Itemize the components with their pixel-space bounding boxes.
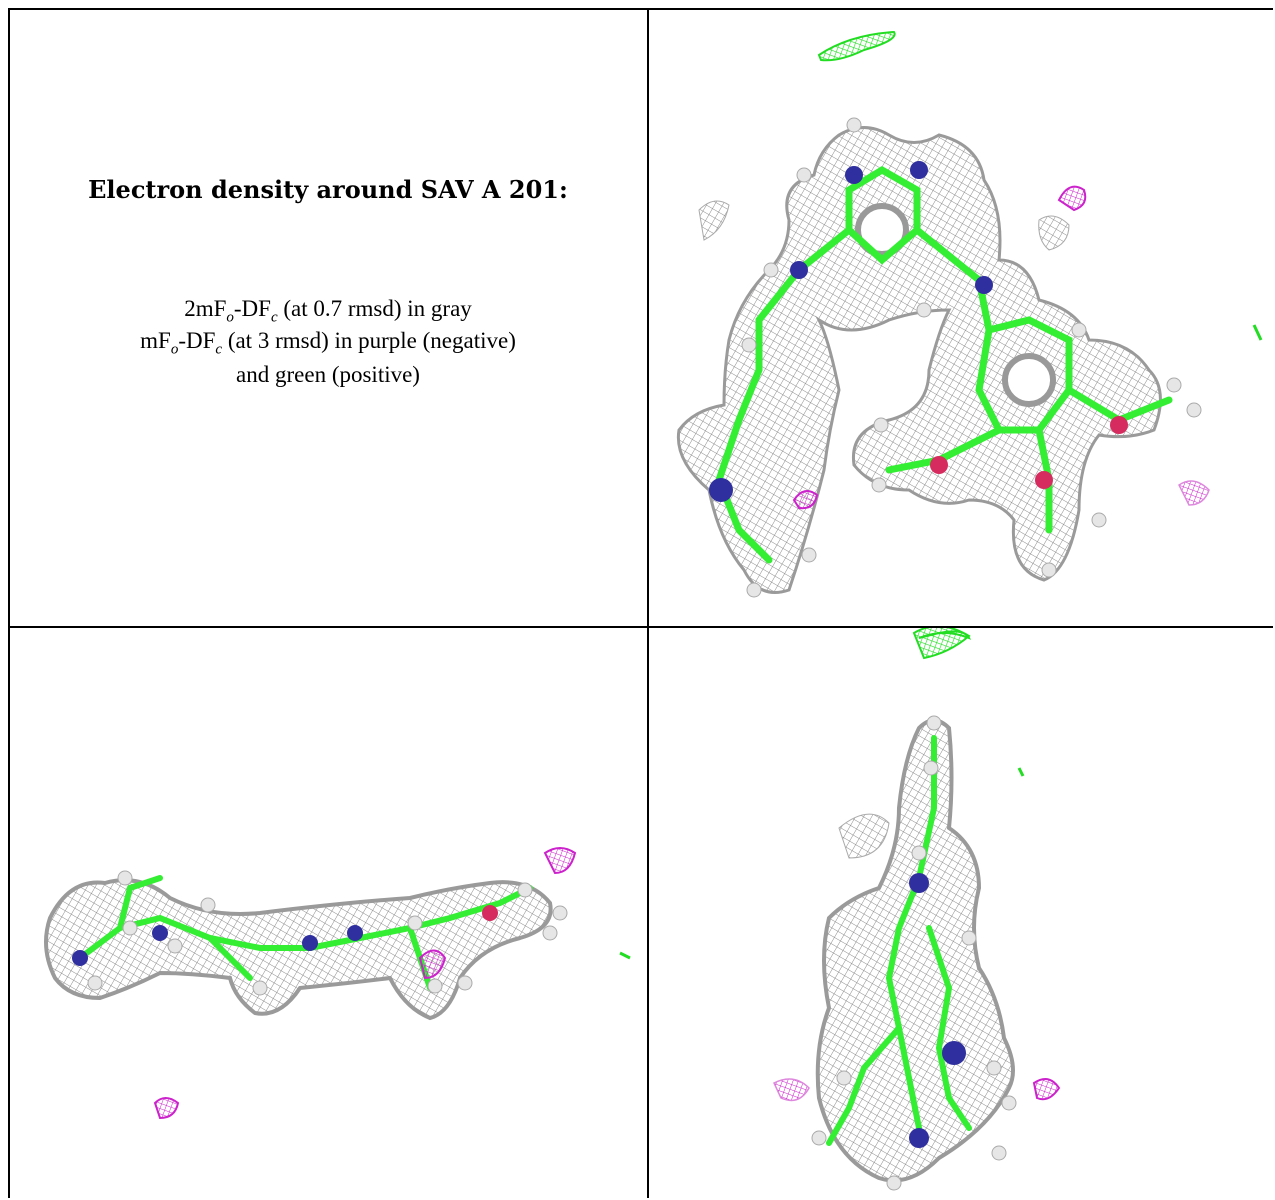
caption-title: Electron density around SAV A 201: — [88, 175, 568, 204]
table-horizontal-divider — [8, 626, 1273, 628]
density-image-side-horizontal — [44, 847, 631, 1120]
density-view-top — [649, 10, 1273, 625]
density-view-side-horizontal — [10, 628, 646, 1198]
caption-cell: Electron density around SAV A 201: 2mFo-… — [10, 10, 646, 625]
density-image-side-vertical — [773, 628, 1061, 1191]
table-top-border — [8, 8, 1273, 10]
caption-line-green: and green (positive) — [236, 362, 420, 387]
caption-line-gray: 2mFo-DFc (at 0.7 rmsd) in gray — [184, 296, 472, 326]
table-left-border — [8, 8, 10, 1198]
density-view-side-vertical — [649, 628, 1273, 1198]
caption-line-purple: mFo-DFc (at 3 rmsd) in purple (negative) — [140, 328, 516, 358]
density-image-top — [676, 30, 1263, 598]
table-vertical-divider — [647, 8, 649, 1198]
